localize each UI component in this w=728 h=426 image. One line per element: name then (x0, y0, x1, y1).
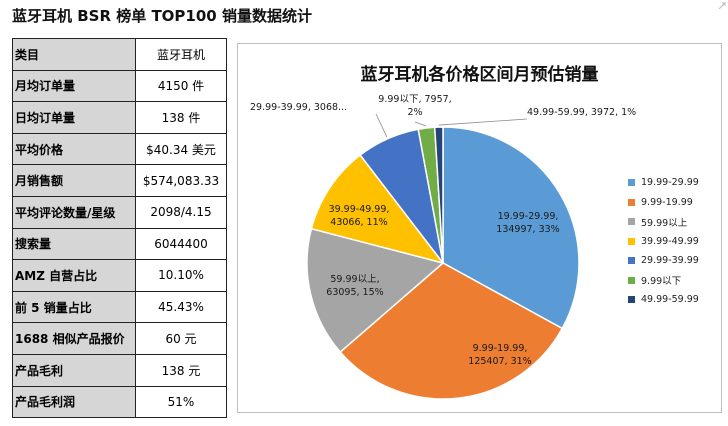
stats-key: 月销售额 (12, 164, 136, 197)
legend-swatch (628, 276, 635, 284)
pie-data-label: 39.99-49.99, 43066, 11% (329, 204, 390, 228)
stats-row: 1688 相似产品报价 60 元 (12, 322, 227, 355)
stats-row: 产品毛利 138 元 (12, 353, 227, 387)
stats-value: 2098/4.15 (135, 195, 227, 229)
legend-swatch (628, 198, 635, 206)
pie-data-label-line: 2% (407, 107, 422, 118)
stats-value: $40.34 美元 (135, 132, 227, 166)
pie-slice (433, 126, 444, 264)
pie-data-label: 59.99以上, 63095, 15% (326, 274, 383, 298)
legend-item: 9.99以下 (628, 271, 699, 291)
stats-value: 蓝牙耳机 (135, 38, 227, 71)
pie-data-label: 9.99-19.99, 125407, 31% (468, 343, 531, 367)
legend-label: 19.99-29.99 (641, 177, 699, 189)
stats-key: 产品毛利 (12, 353, 136, 387)
stats-row: 月销售额 $574,083.33 (12, 164, 227, 197)
legend-swatch (628, 237, 635, 245)
expand-icon (718, 2, 726, 10)
stats-key: 平均评论数量/星级 (12, 195, 136, 229)
stats-row: 产品毛利润 51% (12, 385, 227, 419)
stats-value: 6044400 (135, 227, 227, 261)
pie-data-label-line: 19.99-29.99, (498, 211, 559, 222)
chart-title: 蓝牙耳机各价格区间月预估销量 (360, 65, 599, 85)
stats-row: 月均订单量 4150 件 (12, 69, 227, 103)
pie-data-label-line: 49.99-59.99, 3972, 1% (527, 107, 636, 118)
pie-slice (306, 227, 445, 354)
stats-key: 日均订单量 (12, 101, 136, 134)
stats-row: 日均订单量 138 件 (12, 101, 227, 134)
legend-item: 39.99-49.99 (628, 232, 699, 252)
stats-value: 60 元 (135, 322, 227, 355)
stats-key: 类目 (12, 38, 136, 71)
legend-item: 49.99-59.99 (628, 290, 699, 310)
label-leader-line (438, 118, 528, 126)
stats-value: 45.43% (135, 290, 227, 324)
legend-label: 39.99-49.99 (641, 235, 699, 247)
stats-table: 类目 蓝牙耳机 月均订单量 4150 件日均订单量 138 件平均价格 $40.34 美元… (12, 38, 227, 419)
pie-data-label: 29.99-39.99, 3068... (250, 102, 347, 113)
pie-data-label-line: 29.99-39.99, 3068... (250, 102, 347, 113)
pie-data-label: 9.99以下, 7957, 2% (378, 94, 451, 118)
legend-label: 49.99-59.99 (641, 294, 699, 306)
stats-value: 51% (135, 385, 227, 419)
legend-label: 9.99以下 (641, 276, 682, 288)
stats-key: 前 5 销量占比 (12, 290, 136, 324)
label-leader-line (375, 113, 388, 138)
stats-value: $574,083.33 (135, 164, 227, 197)
pie-data-label-line: 9.99-19.99, (473, 343, 528, 354)
stats-value: 10.10% (135, 259, 227, 292)
pie-data-label-line: 63095, 15% (326, 287, 383, 298)
legend-label: 29.99-39.99 (641, 255, 699, 267)
legend-label: 9.99-19.99 (641, 196, 693, 208)
stats-key: 平均价格 (12, 132, 136, 166)
pie-chart-panel: 蓝牙耳机各价格区间月预估销量 19.99-29.99, 134997, 33% 9.… (237, 43, 722, 413)
legend-item: 59.99以上 (628, 212, 699, 232)
pie-data-label-line: 134997, 33% (496, 224, 559, 235)
stats-value: 138 件 (135, 101, 227, 134)
pie-chart: 19.99-29.99, 134997, 33% 9.99-19.99, 125407… (250, 94, 636, 400)
stats-row: 前 5 销量占比 45.43% (12, 290, 227, 324)
legend-label: 59.99以上 (641, 217, 688, 229)
pie-data-label-line: 9.99以下, 7957, (378, 94, 451, 105)
legend-swatch (628, 179, 635, 187)
stats-row: 平均价格 $40.34 美元 (12, 132, 227, 166)
legend-swatch (628, 296, 635, 304)
stats-row: AMZ 自营占比 10.10% (12, 259, 227, 292)
stats-row: 类目 蓝牙耳机 (12, 38, 227, 71)
pie-data-label-line: 39.99-49.99, (329, 204, 390, 215)
stats-key: 产品毛利润 (12, 385, 136, 419)
stats-key: AMZ 自营占比 (12, 259, 136, 292)
pie-slice (339, 262, 564, 400)
stats-key: 1688 相似产品报价 (12, 322, 136, 355)
pie-data-label: 19.99-29.99, 134997, 33% (496, 211, 559, 235)
pie-slice (310, 154, 445, 265)
legend-item: 9.99-19.99 (628, 193, 699, 213)
page-title: 蓝牙耳机 BSR 榜单 TOP100 销量数据统计 (12, 7, 312, 25)
stats-value: 4150 件 (135, 69, 227, 103)
chart-legend: 19.99-29.99 9.99-19.99 59.99以上 39.99-49.99 2… (628, 173, 699, 310)
stats-value: 138 元 (135, 353, 227, 387)
pie-data-label-line: 59.99以上, (330, 274, 379, 285)
pie-slice (442, 126, 580, 330)
pie-data-label-line: 43066, 11% (330, 217, 387, 228)
stats-key: 月均订单量 (12, 69, 136, 103)
stats-row: 平均评论数量/星级 2098/4.15 (12, 195, 227, 229)
legend-swatch (628, 257, 635, 265)
legend-swatch (628, 218, 635, 226)
legend-item: 19.99-29.99 (628, 173, 699, 193)
legend-item: 29.99-39.99 (628, 251, 699, 271)
pie-data-label-line: 125407, 31% (468, 356, 531, 367)
stats-row: 搜索量 6044400 (12, 227, 227, 261)
pie-data-label: 49.99-59.99, 3972, 1% (527, 107, 636, 118)
stats-key: 搜索量 (12, 227, 136, 261)
label-leader-line (414, 121, 427, 127)
